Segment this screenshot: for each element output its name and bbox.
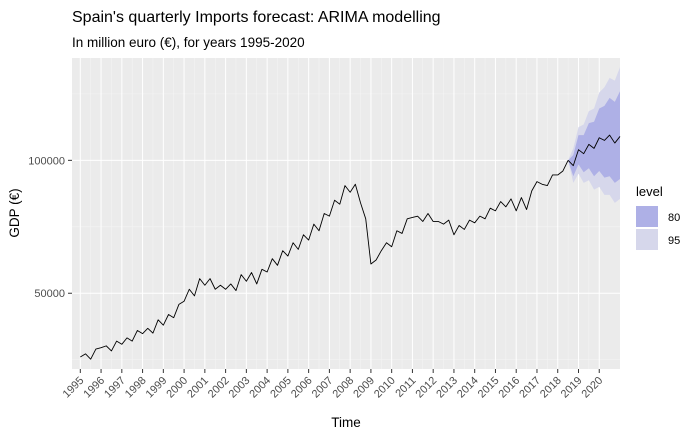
x-tick-label: 2003 (227, 375, 253, 401)
x-tick-label: 2018 (538, 375, 564, 401)
x-tick-label: 2000 (164, 375, 190, 401)
x-tick-label: 1999 (144, 375, 170, 401)
interval-band-80 (568, 91, 620, 183)
y-tick-label: 50000 (34, 288, 65, 300)
x-axis-title: Time (331, 415, 361, 430)
legend-key-95 (636, 229, 658, 250)
x-tick-label: 2020 (580, 375, 606, 401)
x-tick-label: 2004 (247, 375, 273, 401)
chart-title: Spain's quarterly Imports forecast: ARIM… (72, 9, 441, 26)
legend-label-80: 80 (668, 212, 680, 224)
y-axis: 50000 100000 (28, 155, 72, 300)
x-tick-label: 1996 (81, 375, 107, 401)
x-tick-label: 2014 (455, 375, 481, 401)
x-tick-label: 1995 (61, 375, 87, 401)
y-axis-title: GDP (€) (7, 188, 22, 237)
x-axis: 1995199619971998199920002001200220032004… (61, 369, 606, 401)
x-tick-label: 2013 (434, 375, 460, 401)
x-tick-label: 2009 (351, 375, 377, 401)
x-tick-label: 2015 (476, 375, 502, 401)
x-tick-label: 2019 (559, 375, 585, 401)
x-tick-label: 2010 (372, 375, 398, 401)
major-gridlines (72, 58, 620, 369)
plot-panel (72, 58, 620, 369)
x-tick-label: 2007 (310, 375, 336, 401)
prediction-intervals (568, 67, 620, 203)
series-lines (80, 134, 621, 360)
chart-subtitle: In million euro (€), for years 1995-2020 (72, 35, 305, 50)
legend-key-80 (636, 206, 658, 227)
x-tick-label: 2005 (268, 375, 294, 401)
x-tick-label: 2001 (185, 375, 211, 401)
legend: level 80 95 (636, 184, 680, 250)
x-tick-label: 2017 (517, 375, 543, 401)
x-tick-label: 2002 (206, 375, 232, 401)
x-tick-label: 2011 (393, 375, 418, 400)
observed-line (80, 160, 569, 360)
forecast-line (567, 134, 621, 167)
x-tick-label: 2008 (330, 375, 356, 401)
y-tick-label: 100000 (28, 155, 65, 167)
x-tick-label: 2016 (497, 375, 523, 401)
x-tick-label: 1997 (102, 375, 128, 401)
legend-title: level (636, 184, 663, 199)
x-tick-label: 1998 (123, 375, 149, 401)
legend-label-95: 95 (668, 235, 680, 247)
x-tick-label: 2006 (289, 375, 315, 401)
x-tick-label: 2012 (414, 375, 440, 401)
